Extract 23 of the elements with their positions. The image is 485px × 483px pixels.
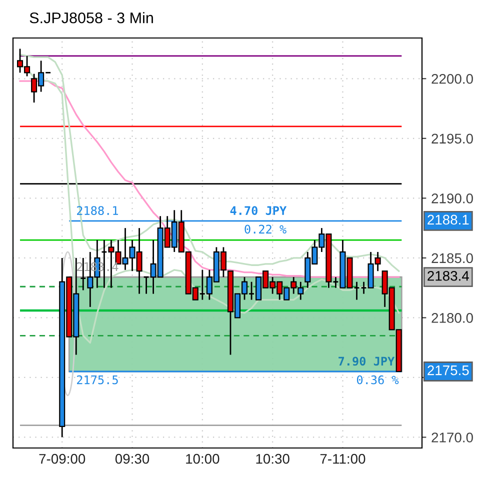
- x-tick-label: 09:30: [115, 454, 150, 464]
- candlestick: [143, 276, 150, 294]
- x-tick-label: 10:30: [256, 454, 290, 464]
- x-tick-label: 7-09:00: [39, 454, 86, 464]
- x-tick-label: 7-11:00: [320, 454, 366, 464]
- candlestick: [360, 281, 367, 294]
- ref-line-label: 2188.1: [428, 214, 469, 225]
- annotation: 0.22 %: [244, 224, 286, 234]
- annotation: 4.70 JPY: [230, 206, 287, 216]
- ref-line-label: 2175.5: [428, 365, 469, 376]
- y-tick-label: 2185.0: [432, 253, 473, 264]
- y-tick-label: 2200.0: [432, 74, 473, 84]
- y-tick-label: 2170.0: [432, 432, 473, 442]
- annotation: 2175.5: [77, 375, 118, 384]
- y-tick-label: 2180.0: [432, 313, 473, 323]
- y-tick-label: 2190.0: [432, 194, 473, 204]
- x-tick-label: 10:00: [186, 454, 220, 464]
- y-tick-label: 2195.0: [432, 134, 473, 144]
- annotation: 0.36 %: [356, 375, 399, 384]
- chart-title: S.JPJ8058 - 3 Min: [30, 12, 153, 24]
- ref-line-label: 2183.4: [428, 270, 469, 281]
- annotation: 2188.1: [77, 206, 118, 216]
- annotation: 7.90 JPY: [338, 356, 395, 366]
